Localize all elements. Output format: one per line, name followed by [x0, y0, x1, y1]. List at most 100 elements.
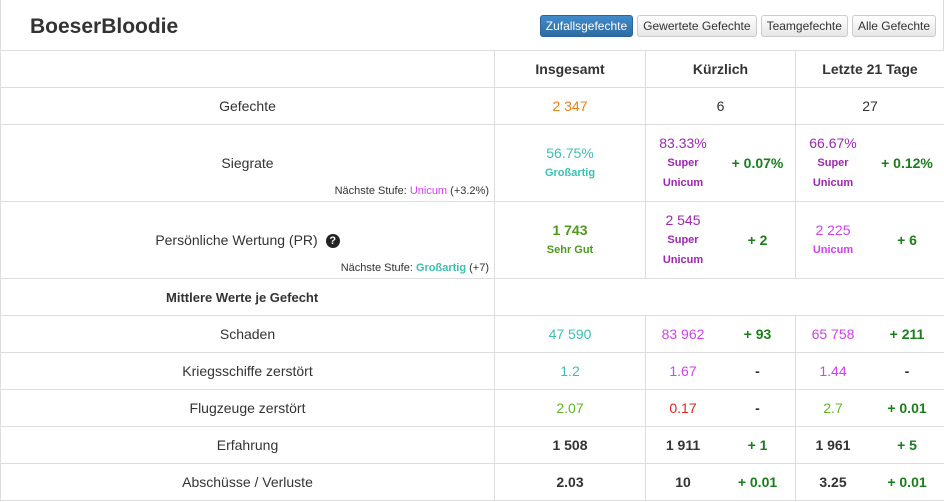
- winrate-next-tier: Nächste Stufe: Unicum (+3.2%): [335, 185, 489, 197]
- delta-recent: + 93: [743, 326, 772, 342]
- header-empty: [0, 50, 495, 88]
- cell-last21: 65 758 + 211: [795, 315, 944, 353]
- pr-total-rating: Sehr Gut: [546, 244, 594, 256]
- pr-recent-delta: + 2: [747, 232, 768, 248]
- value-last21: 1.44: [819, 363, 847, 379]
- winrate-last21-rating-2: Unicum: [812, 177, 854, 189]
- cell-recent: 1.67 -: [645, 352, 796, 390]
- section-title: Mittlere Werte je Gefecht: [0, 278, 495, 316]
- winrate-last21-value: 66.67%: [809, 135, 857, 151]
- tab-random-battles[interactable]: Zufallsgefechte: [539, 15, 634, 37]
- battles-total: 2 347: [494, 87, 646, 125]
- cell-last21: 1.44 -: [795, 352, 944, 390]
- winrate-recent-value: 83.33%: [659, 135, 707, 151]
- delta-recent: -: [755, 400, 760, 416]
- column-header-recent: Kürzlich: [645, 50, 796, 88]
- winrate-last21-delta: + 0.12%: [881, 155, 933, 171]
- pr-recent-rating-2: Unicum: [662, 254, 704, 266]
- winrate-recent-delta: + 0.07%: [731, 155, 784, 171]
- pr-next-tier-name: Großartig: [415, 262, 467, 274]
- pr-total: 1 743 Sehr Gut: [494, 201, 646, 279]
- winrate-last21-rating-1: Super: [817, 157, 849, 169]
- table-row: Abschüsse / Verluste 2.03 10 + 0.01 3.25 +…: [0, 463, 944, 501]
- table-row: Kriegsschiffe zerstört 1.2 1.67 - 1.44 -: [0, 352, 944, 390]
- delta-last21: -: [904, 363, 910, 379]
- row-label-battles: Gefechte: [0, 87, 495, 125]
- pr-next-delta: (+7): [469, 262, 489, 274]
- cell-recent: 1 911 + 1: [645, 426, 796, 464]
- pr-label: Persönliche Wertung (PR): [155, 232, 318, 248]
- pr-recent: 2 545 Super Unicum + 2: [645, 201, 796, 279]
- winrate-total: 56.75% Großartig: [494, 124, 646, 202]
- row-label: Abschüsse / Verluste: [0, 463, 495, 501]
- value-last21: 1 961: [815, 437, 851, 453]
- question-circle-icon[interactable]: ?: [325, 234, 340, 248]
- winrate-total-rating: Großartig: [544, 167, 596, 179]
- pr-last21-delta: + 6: [897, 232, 917, 248]
- value-recent: 1 911: [665, 437, 701, 453]
- row-label-winrate: Siegrate Nächste Stufe: Unicum (+3.2%): [0, 124, 495, 202]
- pr-next-tier: Nächste Stufe: Großartig (+7): [341, 262, 489, 274]
- pr-recent-value: 2 545: [665, 212, 701, 228]
- winrate-next-delta: (+3.2%): [450, 185, 489, 197]
- section-empty: [494, 278, 944, 316]
- value-total: 1.2: [560, 363, 580, 379]
- value-recent: 83 962: [661, 326, 705, 342]
- column-header-total: Insgesamt: [494, 50, 646, 88]
- winrate-recent-rating-1: Super: [667, 157, 699, 169]
- cell-total: 1.2: [494, 352, 646, 390]
- pr-total-value: 1 743: [552, 222, 588, 238]
- value-total: 2.07: [556, 400, 584, 416]
- table-row-winrate: Siegrate Nächste Stufe: Unicum (+3.2%) 5…: [0, 124, 944, 202]
- delta-last21: + 5: [897, 437, 917, 453]
- cell-recent: 10 + 0.01: [645, 463, 796, 501]
- winrate-next-tier-name: Unicum: [409, 185, 448, 197]
- tab-ranked-battles[interactable]: Gewertete Gefechte: [637, 15, 757, 37]
- battle-type-tabs: Zufallsgefechte Gewertete Gefechte Teamg…: [539, 15, 936, 37]
- table-row-pr: Persönliche Wertung (PR)? Nächste Stufe:…: [0, 201, 944, 279]
- tab-all-battles[interactable]: Alle Gefechte: [851, 15, 936, 37]
- delta-last21: + 0.01: [887, 400, 927, 416]
- column-header-last21: Letzte 21 Tage: [795, 50, 944, 88]
- winrate-recent-rating-2: Unicum: [662, 177, 704, 189]
- player-name: BoeserBloodie: [30, 15, 179, 38]
- battles-recent-value: 6: [716, 98, 725, 114]
- delta-recent: + 1: [747, 437, 768, 453]
- cell-recent: 0.17 -: [645, 389, 796, 427]
- delta-recent: -: [755, 363, 760, 379]
- winrate-label: Siegrate: [221, 155, 274, 171]
- cell-total: 2.03: [494, 463, 646, 501]
- pr-recent-rating-1: Super: [667, 234, 699, 246]
- winrate-last21: 66.67% Super Unicum + 0.12%: [795, 124, 944, 202]
- pr-last21: 2 225 Unicum + 6: [795, 201, 944, 279]
- value-last21: 65 758: [811, 326, 855, 342]
- tab-team-battles[interactable]: Teamgefechte: [760, 15, 848, 37]
- value-recent: 10: [675, 474, 691, 490]
- row-label: Erfahrung: [0, 426, 495, 464]
- stats-table: Insgesamt Kürzlich Letzte 21 Tage Gefech…: [0, 50, 944, 501]
- battles-last21-value: 27: [862, 98, 878, 114]
- battles-total-value: 2 347: [552, 98, 588, 114]
- cell-total: 2.07: [494, 389, 646, 427]
- cell-recent: 83 962 + 93: [645, 315, 796, 353]
- row-label: Schaden: [0, 315, 495, 353]
- pr-last21-value: 2 225: [815, 222, 851, 238]
- delta-recent: + 0.01: [737, 474, 778, 490]
- pr-next-prefix: Nächste Stufe:: [340, 262, 413, 274]
- delta-last21: + 211: [889, 326, 925, 342]
- pr-last21-rating: Unicum: [812, 244, 854, 256]
- cell-last21: 1 961 + 5: [795, 426, 944, 464]
- cell-total: 47 590: [494, 315, 646, 353]
- table-row-battles: Gefechte 2 347 6 27: [0, 87, 944, 125]
- battles-recent: 6: [645, 87, 796, 125]
- value-total: 2.03: [556, 474, 584, 490]
- value-last21: 3.25: [819, 474, 847, 490]
- cell-last21: 2.7 + 0.01: [795, 389, 944, 427]
- table-row: Schaden 47 590 83 962 + 93 65 758 + 211: [0, 315, 944, 353]
- winrate-recent: 83.33% Super Unicum + 0.07%: [645, 124, 796, 202]
- delta-last21: + 0.01: [887, 474, 927, 490]
- value-total: 47 590: [548, 326, 592, 342]
- value-recent: 1.67: [669, 363, 697, 379]
- row-label-pr: Persönliche Wertung (PR)? Nächste Stufe:…: [0, 201, 495, 279]
- table-row-section: Mittlere Werte je Gefecht: [0, 278, 944, 316]
